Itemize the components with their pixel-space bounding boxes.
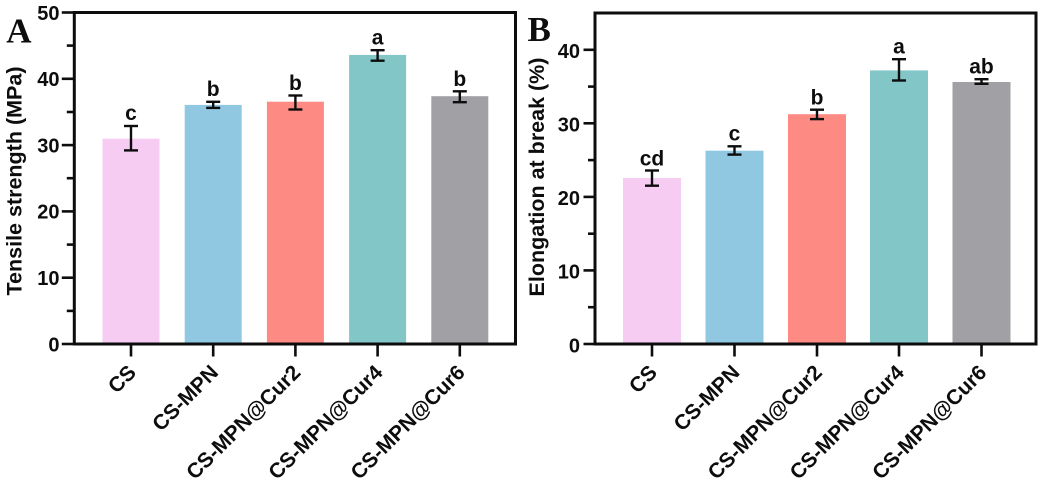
- svg-text:b: b: [289, 72, 302, 95]
- svg-text:20: 20: [558, 188, 580, 210]
- svg-text:30: 30: [37, 135, 59, 157]
- svg-text:cd: cd: [640, 148, 665, 171]
- svg-text:50: 50: [37, 3, 59, 25]
- svg-text:30: 30: [558, 115, 580, 137]
- svg-text:Tensile strength (MPa): Tensile strength (MPa): [3, 67, 27, 296]
- svg-text:A: A: [6, 11, 32, 50]
- svg-text:B: B: [528, 10, 551, 49]
- svg-text:b: b: [453, 68, 466, 91]
- svg-text:a: a: [372, 26, 384, 49]
- svg-text:10: 10: [558, 262, 580, 284]
- svg-text:0: 0: [569, 335, 580, 357]
- svg-text:40: 40: [558, 41, 580, 63]
- svg-text:20: 20: [37, 202, 59, 224]
- svg-text:a: a: [893, 36, 905, 59]
- svg-text:ab: ab: [969, 55, 994, 78]
- svg-text:c: c: [125, 102, 137, 125]
- svg-text:0: 0: [48, 334, 59, 356]
- svg-text:b: b: [207, 78, 220, 101]
- svg-text:b: b: [811, 86, 824, 109]
- svg-text:c: c: [729, 122, 741, 145]
- svg-text:10: 10: [37, 268, 59, 290]
- svg-text:Elongation at break (%): Elongation at break (%): [525, 58, 549, 297]
- svg-text:40: 40: [37, 69, 59, 91]
